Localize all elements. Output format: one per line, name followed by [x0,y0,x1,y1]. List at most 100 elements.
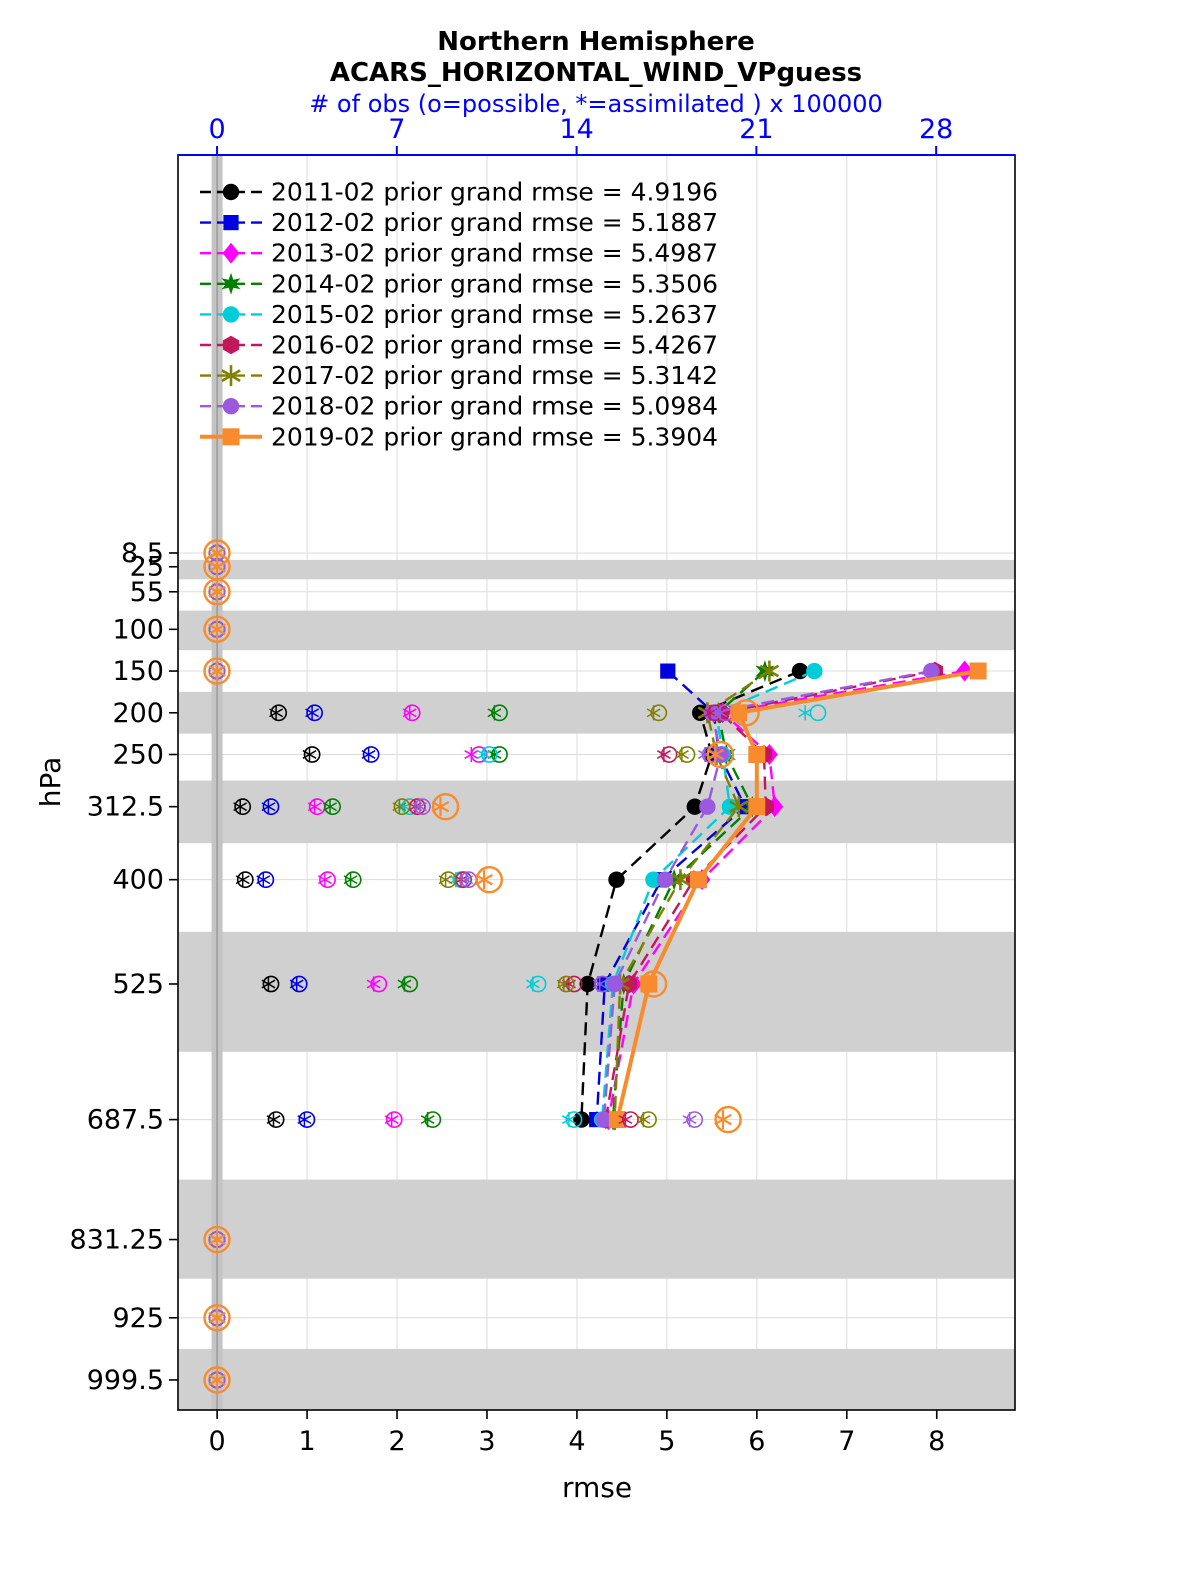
obs-possible-marker [706,704,724,722]
obs-assimilated-marker [729,703,748,723]
obs-assimilated-marker [208,557,226,577]
obs-possible-marker [401,798,419,816]
obs-possible-marker [557,975,575,993]
obs-assimilated-marker [297,1112,312,1128]
legend-item-2017-02: 2017-02 prior grand rmse = 5.3142 [200,361,718,390]
legend-item-2019-02: 2019-02 prior grand rmse = 5.3904 [200,422,718,451]
obs-assimilated-marker [646,705,661,721]
obs-possible-marker [290,975,308,993]
obs-possible-marker [639,970,668,998]
obs-assimilated-marker [459,872,474,888]
chart-title: Northern Hemisphere [437,27,754,57]
obs-assimilated-marker [208,619,226,639]
obs-assimilated-marker [464,746,479,763]
obs-assimilated-marker [323,799,337,815]
obs-possible-marker [403,704,421,722]
obs-possible-marker [706,740,735,769]
obs-assimilated-marker [266,1112,281,1128]
obs-assimilated-marker [556,976,571,992]
obs-assimilated-marker [561,1112,576,1128]
obs-possible-marker [203,1225,231,1254]
obs-possible-marker [270,704,288,722]
obs-possible-marker [267,1111,285,1128]
shaded-band [178,559,1015,580]
obs-possible-marker [203,615,231,643]
y-tick-label: 831.25 [70,1225,164,1256]
y-tick-label: 150 [112,656,164,687]
chart-subtitle: ACARS_HORIZONTAL_WIND_VPguess [330,58,862,88]
legend-label: 2016-02 prior grand rmse = 5.4267 [271,331,718,360]
obs-possible-marker [203,1366,231,1394]
shaded-band [178,610,1015,651]
obs-possible-marker [393,798,411,816]
obs-axis-label: # of obs (o=possible, *=assimilated ) x … [309,90,883,118]
shaded-band [178,1348,1015,1410]
y-tick-label: 250 [112,740,164,771]
obs-assimilated-marker [208,661,226,681]
obs-possible-marker [640,1111,657,1128]
series-2018-02 [595,662,940,1128]
obs-assimilated-marker [475,870,493,890]
y-tick-label: 687.5 [87,1105,164,1136]
obs-possible-marker [303,746,321,763]
obs-assimilated-marker [261,799,276,815]
y-axis-label: hPa [34,757,67,808]
obs-possible-marker [431,793,460,821]
obs-assimilated-marker [656,746,671,763]
obs-assimilated-marker [366,976,381,992]
obs-assimilated-marker [307,799,322,815]
legend-item-2018-02: 2018-02 prior grand rmse = 5.0984 [200,392,718,421]
x-tick-label: 5 [658,1426,675,1457]
legend-label: 2019-02 prior grand rmse = 5.3904 [271,422,718,451]
obs-assimilated-marker [412,799,427,815]
obs-possible-marker [257,871,275,889]
legend-item-2013-02: 2013-02 prior grand rmse = 5.4987 [200,239,718,268]
obs-assimilated-marker [289,976,304,992]
legend-item-2015-02: 2015-02 prior grand rmse = 5.2637 [200,300,718,329]
shaded-band [178,780,1015,844]
y-tick-label: 400 [112,865,164,896]
legend-label: 2014-02 prior grand rmse = 5.3506 [271,269,718,298]
top-tick-label: 0 [208,114,225,145]
obs-possible-marker [234,798,252,816]
obs-assimilated-marker [208,1370,226,1390]
obs-possible-marker [491,746,508,763]
obs-assimilated-marker [317,872,332,888]
rmse-line [607,669,965,1120]
obs-possible-marker [809,704,827,722]
obs-assimilated-marker [639,974,658,994]
obs-possible-marker [344,871,362,889]
x-tick-label: 3 [478,1426,495,1457]
obs-assimilated-marker [798,705,813,721]
obs-possible-marker [362,746,380,763]
obs-possible-marker [203,657,231,685]
legend-label: 2015-02 prior grand rmse = 5.2637 [271,300,718,329]
obs-possible-marker [385,1111,403,1128]
obs-possible-marker [565,975,583,993]
top-tick-label: 28 [919,114,953,145]
obs-assimilated-marker [438,872,453,888]
legend-item-2011-02: 2011-02 prior grand rmse = 4.9196 [200,178,718,207]
obs-assimilated-marker [384,1112,399,1128]
y-tick-label: 25 [130,552,164,583]
obs-assimilated-marker [636,1112,651,1128]
obs-assimilated-marker [431,797,450,817]
zero-stripe [211,155,223,1410]
y-tick-label: 200 [112,698,164,729]
obs-assimilated-marker [706,745,725,764]
obs-possible-marker [660,746,678,763]
legend-label: 2013-02 prior grand rmse = 5.4987 [271,239,718,268]
y-tick-label: 55 [130,577,164,608]
obs-possible-marker [401,975,419,993]
obs-possible-marker [678,746,696,763]
obs-assimilated-marker [256,872,271,888]
y-tick-label: 525 [112,969,164,1000]
legend-item-2016-02: 2016-02 prior grand rmse = 5.4267 [200,331,718,360]
shaded-band [178,691,1015,734]
obs-possible-marker [529,975,547,993]
x-tick-label: 7 [838,1426,855,1457]
legend-label: 2017-02 prior grand rmse = 5.3142 [271,361,718,390]
